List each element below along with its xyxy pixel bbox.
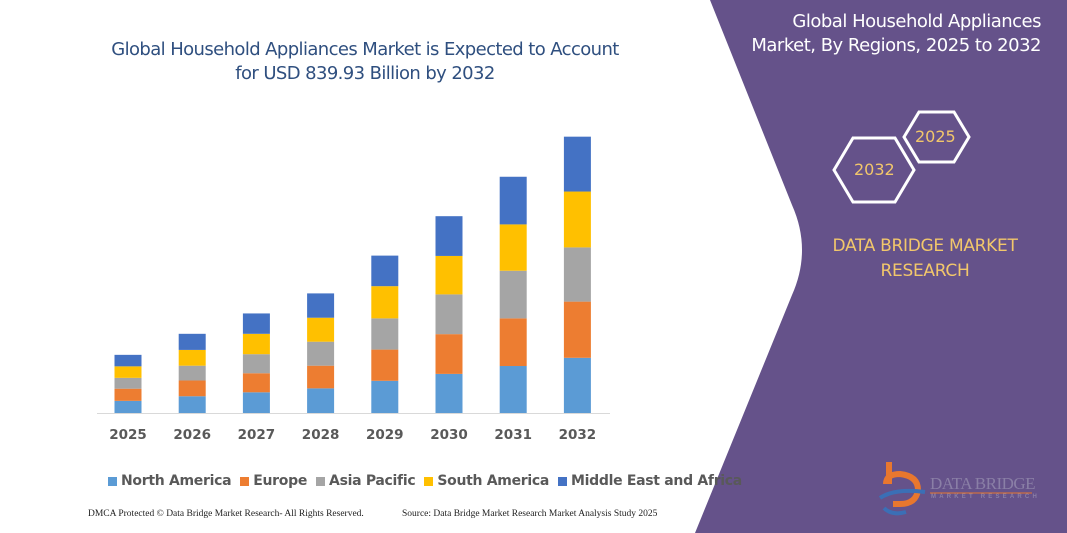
hexagon-2032 (832, 136, 916, 204)
bar-segment-2031-north-america (499, 366, 527, 413)
x-tick-label: 2031 (494, 427, 532, 443)
bar-segment-2027-north-america (242, 392, 270, 413)
x-tick-label: 2027 (238, 427, 276, 443)
x-tick-label: 2029 (366, 427, 404, 443)
side-title-line2: Market, By Regions, 2025 to 2032 (751, 35, 1041, 56)
legend-label: South America (437, 473, 550, 489)
legend-item: South America (424, 473, 549, 489)
data-bridge-logo-icon (878, 462, 926, 516)
legend-label: Asia Pacific (329, 473, 416, 489)
chart-legend: North America Europe Asia Pacific South Ame… (108, 473, 742, 489)
bar-segment-2031-south-america (499, 224, 527, 271)
logo-subtext: MARKET RESEARCH (931, 494, 1041, 500)
brand-line2: RESEARCH (880, 261, 970, 281)
bar-segment-2029-south-america (371, 286, 399, 319)
x-tick-label: 2028 (302, 427, 340, 443)
bar-segment-2030-europe (435, 334, 463, 374)
stacked-bar-chart: 2025 2026 2027 2028 2029 2030 2031 2032 (97, 136, 610, 443)
bar-segment-2025-middle-east-and-africa (114, 354, 142, 367)
footer-source: Source: Data Bridge Market Research Mark… (402, 509, 658, 519)
bar-segment-2026-south-america (178, 349, 206, 366)
hex-label-2032: 2032 (854, 160, 895, 179)
bar-segment-2032-south-america (563, 191, 591, 248)
side-title-line1: Global Household Appliances (792, 11, 1041, 32)
bar-segment-2029-europe (371, 349, 399, 381)
bar-segment-2025-asia-pacific (114, 377, 142, 389)
legend-swatch (316, 476, 326, 486)
hexagon-2025 (902, 110, 971, 164)
legend-item: Middle East and Africa (558, 473, 742, 489)
bar-segment-2025-europe (114, 388, 142, 401)
x-tick-label: 2025 (109, 427, 147, 443)
bar-segment-2028-middle-east-and-africa (307, 293, 335, 318)
bar-segment-2026-north-america (178, 396, 206, 413)
legend-item: Asia Pacific (316, 473, 416, 489)
bar-segment-2028-north-america (307, 388, 335, 413)
bar-segment-2031-europe (499, 318, 527, 367)
x-tick-label: 2030 (430, 427, 468, 443)
bar-segment-2025-north-america (114, 400, 142, 413)
legend-swatch (108, 476, 117, 486)
bar-segment-2026-asia-pacific (178, 365, 206, 381)
legend-label: Middle East and Africa (571, 473, 742, 489)
x-tick-label: 2032 (559, 427, 597, 443)
bar-segment-2028-south-america (307, 317, 335, 342)
bar-segment-2027-europe (242, 373, 270, 393)
bar-segment-2029-asia-pacific (371, 318, 399, 350)
hex-label-2025: 2025 (915, 127, 956, 146)
bar-segment-2029-middle-east-and-africa (371, 255, 399, 287)
legend-swatch (424, 476, 434, 486)
legend-item: Europe (240, 473, 307, 489)
bar-segment-2032-north-america (563, 357, 591, 413)
legend-swatch (558, 476, 568, 486)
logo-text: DATA BRIDGE (930, 474, 1036, 493)
footer-copyright: DMCA Protected © Data Bridge Market Rese… (88, 509, 364, 519)
chart-title-line1: Global Household Appliances Market is Ex… (111, 39, 619, 60)
legend-label: Europe (253, 473, 308, 489)
bar-segment-2028-asia-pacific (307, 341, 335, 366)
x-tick-label: 2026 (173, 427, 211, 443)
chart-title: Global Household Appliances Market is Ex… (90, 38, 640, 86)
bar-segment-2030-south-america (435, 255, 463, 295)
bar-segment-2027-middle-east-and-africa (242, 313, 270, 334)
side-panel-title: Global Household Appliances Market, By R… (751, 10, 1041, 58)
bar-segment-2029-north-america (371, 380, 399, 413)
bar-segment-2030-asia-pacific (435, 294, 463, 335)
bar-segment-2027-south-america (242, 333, 270, 355)
bar-segment-2026-europe (178, 380, 206, 397)
brand-name: DATA BRIDGE MARKET RESEARCH (790, 234, 1060, 284)
bar-segment-2030-middle-east-and-africa (435, 216, 463, 256)
legend-item: North America (108, 473, 232, 489)
bar-segment-2032-middle-east-and-africa (563, 136, 591, 192)
legend-label: North America (121, 473, 232, 489)
legend-swatch (240, 476, 250, 486)
bar-segment-2032-europe (563, 301, 591, 358)
brand-line1: DATA BRIDGE MARKET (832, 236, 1018, 256)
purple-panel-shape (695, 0, 1067, 533)
bar-segment-2031-middle-east-and-africa (499, 176, 527, 225)
bar-segment-2031-asia-pacific (499, 270, 527, 319)
bar-segment-2032-asia-pacific (563, 247, 591, 302)
bar-segment-2025-south-america (114, 366, 142, 378)
bar-segment-2027-asia-pacific (242, 354, 270, 374)
bar-segment-2026-middle-east-and-africa (178, 333, 206, 350)
bar-segment-2030-north-america (435, 373, 463, 413)
chart-title-line2: for USD 839.93 Billion by 2032 (235, 63, 495, 84)
bar-segment-2028-europe (307, 365, 335, 389)
